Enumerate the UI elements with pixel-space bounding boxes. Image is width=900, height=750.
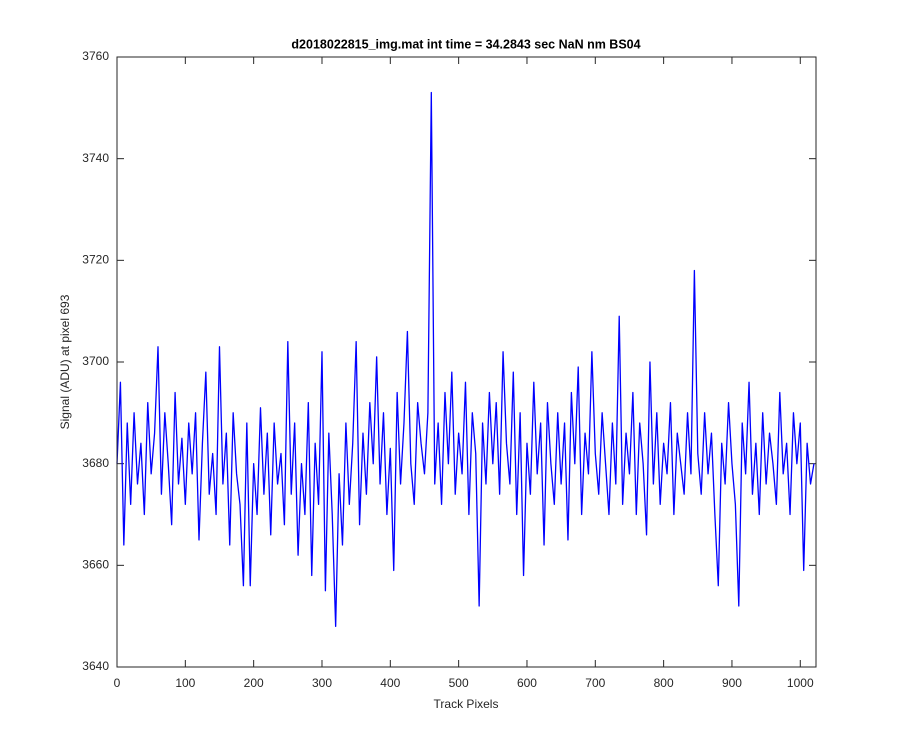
chart-title: d2018022815_img.mat int time = 34.2843 s… [291, 37, 640, 51]
x-tick-label: 100 [175, 676, 195, 690]
x-tick-label: 500 [449, 676, 469, 690]
plot-frame [116, 56, 817, 668]
data-line [116, 91, 815, 627]
y-tick-label: 3660 [82, 558, 109, 572]
y-axis-label: Signal (ADU) at pixel 693 [58, 294, 72, 429]
y-tick-label: 3740 [82, 151, 109, 165]
x-tick-label: 300 [312, 676, 332, 690]
x-tick-label: 400 [380, 676, 400, 690]
y-tick-label: 3640 [82, 659, 109, 673]
x-tick-label: 900 [722, 676, 742, 690]
y-tick-label: 3700 [82, 354, 109, 368]
x-tick-label: 200 [244, 676, 264, 690]
x-tick-label: 1000 [787, 676, 814, 690]
y-tick-label: 3760 [82, 49, 109, 63]
x-tick-label: 800 [654, 676, 674, 690]
x-axis-label: Track Pixels [434, 697, 499, 711]
y-tick-label: 3720 [82, 253, 109, 267]
x-tick-label: 600 [517, 676, 537, 690]
y-tick-label: 3680 [82, 456, 109, 470]
x-tick-label: 0 [114, 676, 121, 690]
x-tick-label: 700 [585, 676, 605, 690]
